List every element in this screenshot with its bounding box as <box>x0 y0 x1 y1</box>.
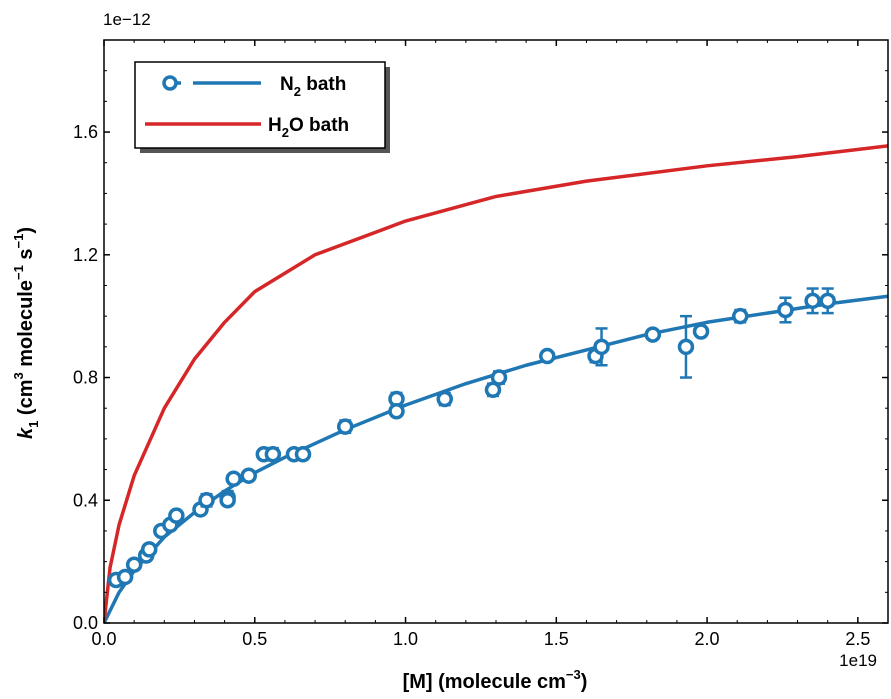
x-tick-label: 2.0 <box>695 629 720 649</box>
n2-data-marker <box>170 509 183 522</box>
y-tick-label: 0.0 <box>73 613 98 633</box>
n2-data-marker <box>806 294 819 307</box>
n2-data-point <box>438 393 451 406</box>
n2-data-marker <box>390 405 403 418</box>
n2-data-point <box>170 509 183 522</box>
y-offset-label: 1e−12 <box>103 10 151 29</box>
n2-data-marker <box>227 472 240 485</box>
n2-data-point <box>128 558 141 571</box>
n2-data-marker <box>221 494 234 507</box>
x-tick-label: 2.5 <box>845 629 870 649</box>
n2-data-marker <box>339 420 352 433</box>
n2-data-point <box>390 405 403 418</box>
y-axis-label: k1 (cm3 molecule−1 s−1) <box>11 227 41 439</box>
n2-data-marker <box>541 350 554 363</box>
n2-data-point <box>242 469 255 482</box>
n2-data-point <box>806 289 819 314</box>
n2-data-point <box>493 371 506 384</box>
n2-data-marker <box>779 304 792 317</box>
y-axis-label-sub: 1 <box>26 421 41 428</box>
n2-data-point <box>541 350 554 363</box>
n2-data-marker <box>646 328 659 341</box>
n2-data-marker <box>595 340 608 353</box>
n2-data-marker <box>128 558 141 571</box>
y-axis-label-rest3: s <box>15 249 37 266</box>
plot-area <box>104 146 888 623</box>
y-axis-label-sup3: −1 <box>11 234 26 249</box>
x-offset-label: 1e19 <box>839 651 877 670</box>
legend-n2-label-base: N <box>280 74 294 95</box>
n2-data-point <box>221 494 234 507</box>
legend-n2-line-gap <box>181 78 193 88</box>
n2-data-point <box>200 494 213 507</box>
n2-data-point <box>266 448 279 461</box>
n2-data-marker <box>821 294 834 307</box>
legend-h2o-label-rest: O bath <box>289 115 349 136</box>
y-tick-label: 1.6 <box>73 122 98 142</box>
n2-data-marker <box>493 371 506 384</box>
n2-data-marker <box>143 543 156 556</box>
x-axis-label-main: [M] (molecule cm <box>403 671 566 693</box>
x-tick-label: 0.5 <box>242 629 267 649</box>
y-axis-label-sup1: 3 <box>11 372 26 379</box>
n2-data-point <box>119 570 132 583</box>
n2-data-point <box>646 328 659 341</box>
n2-data-marker <box>266 448 279 461</box>
n2-data-point <box>297 448 310 461</box>
n2-data-point <box>695 325 708 338</box>
n2-data-marker <box>438 393 451 406</box>
legend-h2o-label-sub: 2 <box>282 125 289 140</box>
n2-data-point <box>143 543 156 556</box>
legend-h2o-label-base: H <box>268 115 282 136</box>
n2-data-marker <box>119 570 132 583</box>
legend-n2-marker <box>164 77 176 89</box>
n2-data-marker <box>695 325 708 338</box>
y-axis-label-close: ) <box>15 227 37 234</box>
n2-data-point <box>779 298 792 323</box>
x-tick-label: 1.5 <box>544 629 569 649</box>
legend-n2-label-sub: 2 <box>294 84 301 99</box>
y-axis-label-rest2: molecule <box>15 280 37 372</box>
x-axis-label: [M] (molecule cm−3) <box>403 667 588 693</box>
plot-clipped <box>104 146 888 623</box>
n2-data-point <box>734 310 747 323</box>
x-tick-label: 1.0 <box>393 629 418 649</box>
y-tick-label: 0.4 <box>73 490 98 510</box>
n2-data-point <box>339 420 352 433</box>
y-tick-label: 1.2 <box>73 245 98 265</box>
legend-n2-label-rest: bath <box>301 74 346 95</box>
n2-data-marker <box>734 310 747 323</box>
n2-data-point <box>227 472 240 485</box>
y-axis-label-rest1: (cm <box>15 380 37 421</box>
n2-data-point <box>821 289 834 314</box>
n2-data-marker <box>200 494 213 507</box>
n2-data-marker <box>679 340 692 353</box>
n2-data-marker <box>297 448 310 461</box>
x-axis-label-sup: −3 <box>566 667 581 682</box>
n2-data-marker <box>242 469 255 482</box>
legend: N2 bath H2O bath <box>135 62 390 153</box>
y-axis-label-sup2: −1 <box>11 265 26 280</box>
y-tick-label: 0.8 <box>73 368 98 388</box>
x-axis-label-close: ) <box>581 671 588 693</box>
n2-fit-line <box>104 296 888 623</box>
